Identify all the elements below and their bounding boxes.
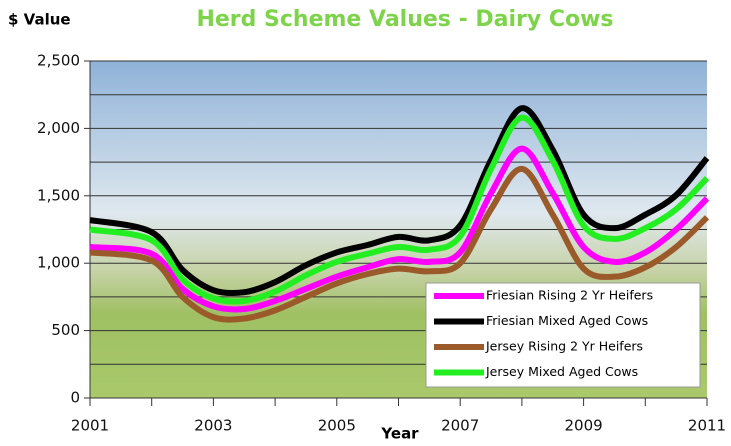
y-tick-label: 2,500 (37, 52, 80, 70)
x-tick-label: 2001 (71, 417, 109, 435)
x-axis-label: Year (380, 425, 419, 443)
page: {"chart_data": {"type": "line", "title":… (0, 0, 731, 446)
legend: Friesian Rising 2 Yr Heifers Friesian Mix… (426, 283, 700, 387)
x-tick-label: 2009 (565, 417, 603, 435)
y-axis-label: $ Value (8, 11, 71, 29)
x-tick-label: 2007 (441, 417, 479, 435)
chart: $ Value Herd Scheme Values - Dairy Cows … (0, 0, 731, 442)
legend-label: Friesian Rising 2 Yr Heifers (486, 288, 653, 303)
legend-label: Jersey Rising 2 Yr Heifers (485, 339, 643, 354)
chart-title: Herd Scheme Values - Dairy Cows (196, 7, 613, 32)
x-tick-label: 2003 (194, 417, 232, 435)
legend-label: Friesian Mixed Aged Cows (486, 313, 648, 328)
y-tick-label: 0 (70, 389, 80, 407)
legend-label: Jersey Mixed Aged Cows (485, 364, 638, 379)
y-tick-label: 1,500 (37, 186, 80, 204)
x-tick-label: 2011 (688, 417, 726, 435)
y-tick-label: 500 (51, 321, 80, 339)
y-tick-label: 2,000 (37, 119, 80, 137)
x-tick-label: 2005 (318, 417, 356, 435)
y-tick-label: 1,000 (37, 254, 80, 272)
